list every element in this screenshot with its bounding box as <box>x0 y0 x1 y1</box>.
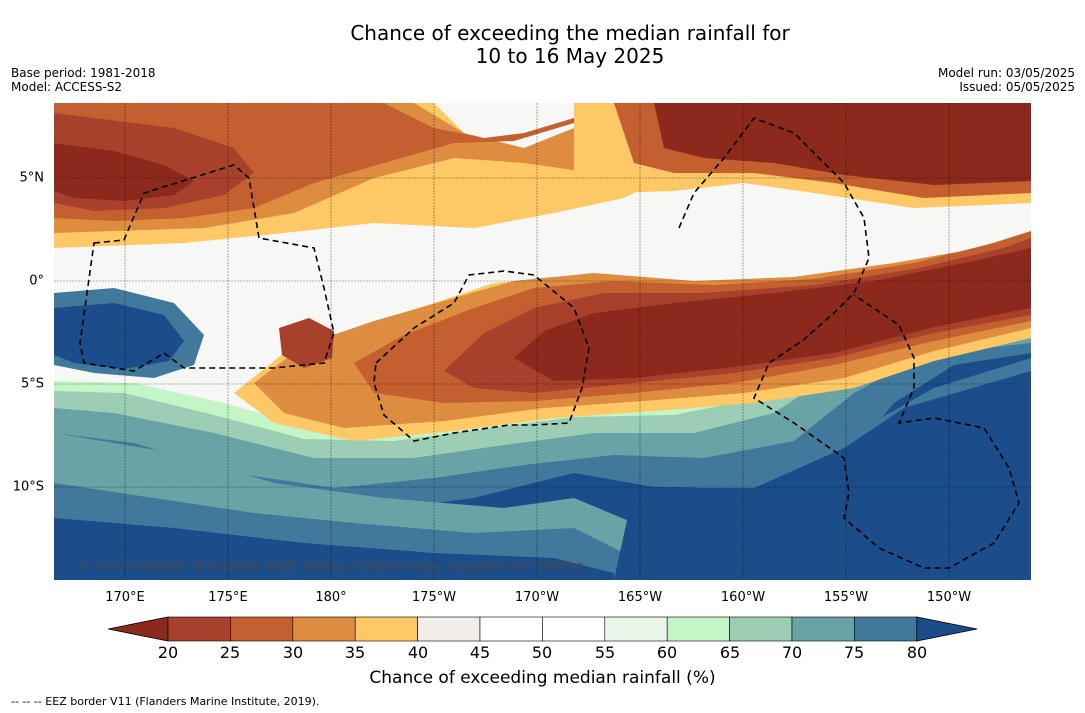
map-title: Chance of exceeding the median rainfall … <box>0 22 1085 68</box>
colorbar-segment <box>854 616 918 642</box>
lon-tick: 150°W <box>926 590 972 605</box>
colorbar-arrow-high <box>916 616 978 642</box>
model-name: Model: ACCESS-S2 <box>11 80 123 94</box>
colorbar-segment <box>604 616 668 642</box>
colorbar-tick: 65 <box>719 643 741 662</box>
base-period: Base period: 1981-2018 <box>11 66 156 80</box>
colorbar-tick: 25 <box>219 643 241 662</box>
lon-tick: 170°W <box>514 590 560 605</box>
lat-tick: 5°S <box>20 376 44 392</box>
lon-tick: 175°W <box>411 590 457 605</box>
colorbar-tick: 40 <box>407 643 429 662</box>
lat-tick: 0° <box>29 273 44 289</box>
blob-sw-80b <box>54 303 184 369</box>
band-s-80b <box>54 518 614 580</box>
colorbar-segment <box>354 616 418 642</box>
colorbar-tick: 60 <box>656 643 678 662</box>
meta-right: Model run: 03/05/2025 Issued: 05/05/2025 <box>938 66 1075 94</box>
colorbar-tick: 70 <box>781 643 803 662</box>
colorbar-tick: 75 <box>843 643 865 662</box>
colorbar-segment <box>479 616 543 642</box>
title-line-1: Chance of exceeding the median rainfall … <box>350 21 790 45</box>
colorbar-arrow-low <box>108 616 169 642</box>
issued-date: Issued: 05/05/2025 <box>959 80 1075 94</box>
lon-tick: 170°E <box>105 590 145 605</box>
colorbar-tick: 20 <box>157 643 179 662</box>
lat-tick: 5°N <box>19 170 45 186</box>
eez-west <box>79 164 335 372</box>
title-line-2: 10 to 16 May 2025 <box>475 44 665 68</box>
colorbar-tick: 55 <box>594 643 616 662</box>
lon-tick: 175°E <box>208 590 248 605</box>
lon-tick: 155°W <box>823 590 869 605</box>
lon-tick: 180° <box>315 590 347 605</box>
meta-left: Base period: 1981-2018 Model: ACCESS-S2 <box>11 66 156 94</box>
model-run: Model run: 03/05/2025 <box>937 66 1075 80</box>
colorbar-segment <box>729 616 793 642</box>
colorbar-segment <box>791 616 855 642</box>
rainfall-map <box>54 103 1031 580</box>
colorbar-tick: 50 <box>531 643 553 662</box>
colorbar-label: Chance of exceeding median rainfall (%) <box>0 668 1085 688</box>
colorbar-tick: 35 <box>344 643 366 662</box>
copyright-notice: © Commonwealth of Australia 2025, Bureau… <box>78 559 584 573</box>
lon-tick: 160°W <box>720 590 766 605</box>
blob-se-80 <box>614 371 1031 580</box>
graticule <box>54 103 1031 580</box>
dry-blob-180 <box>279 318 334 368</box>
dry-ne-20 <box>654 103 1031 185</box>
colorbar-tick: 80 <box>906 643 928 662</box>
colorbar-segment <box>230 616 294 642</box>
dry-nw-20 <box>54 143 194 201</box>
eez-footnote: -- -- -- EEZ border V11 (Flanders Marine… <box>11 695 320 708</box>
colorbar-segment <box>666 616 730 642</box>
colorbar-label-text: Chance of exceeding median rainfall (%) <box>369 668 716 688</box>
lon-tick: 165°W <box>617 590 663 605</box>
colorbar-tick: 45 <box>469 643 491 662</box>
colorbar <box>108 616 978 642</box>
colorbar-tick: 30 <box>282 643 304 662</box>
eez-east <box>678 117 1020 569</box>
colorbar-segment <box>292 616 356 642</box>
colorbar-segment <box>167 616 231 642</box>
lat-tick: 10°S <box>12 479 44 495</box>
eez-central <box>373 270 590 442</box>
colorbar-segment <box>542 616 606 642</box>
colorbar-segment <box>417 616 481 642</box>
map-canvas <box>54 103 1031 580</box>
eez-borders <box>79 117 1020 569</box>
